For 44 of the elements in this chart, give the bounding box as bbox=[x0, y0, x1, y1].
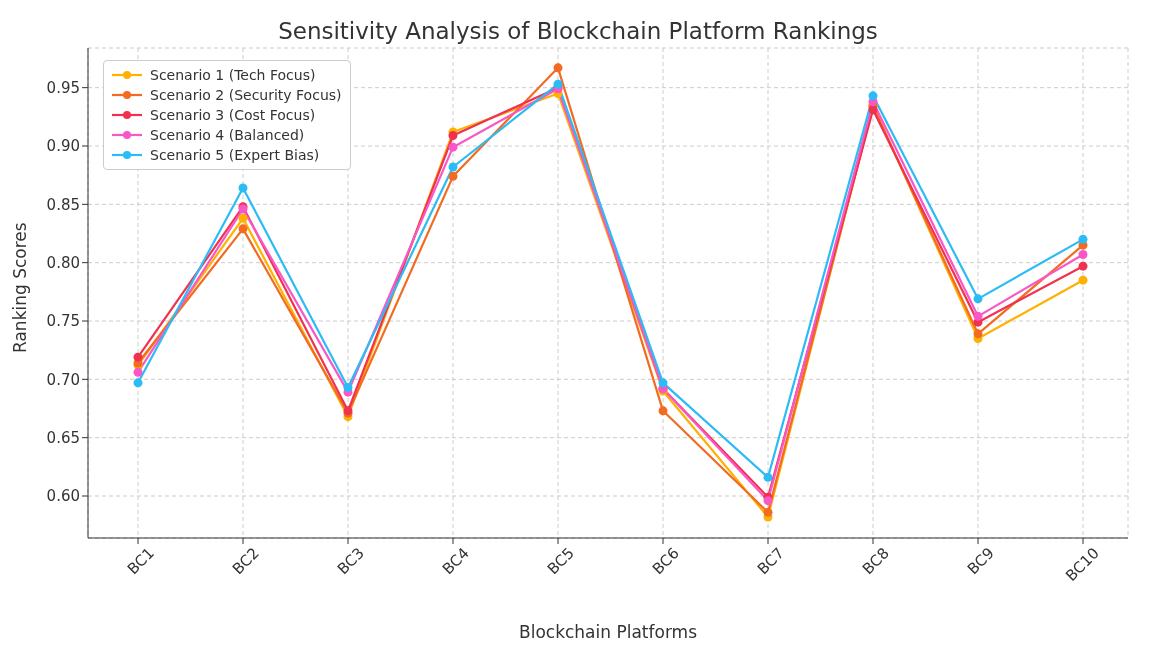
x-tick-label: BC1 bbox=[123, 544, 158, 579]
point bbox=[133, 352, 143, 362]
y-axis-title: Ranking Scores bbox=[10, 222, 31, 353]
point bbox=[763, 472, 773, 482]
y-tick-label: 0.75 bbox=[46, 312, 80, 331]
point bbox=[343, 383, 353, 392]
point bbox=[973, 311, 983, 321]
point bbox=[448, 131, 458, 140]
point bbox=[553, 63, 563, 73]
y-tick-label: 0.60 bbox=[46, 487, 80, 506]
point bbox=[1078, 275, 1088, 285]
y-tick-label: 0.95 bbox=[46, 78, 80, 97]
point bbox=[1078, 261, 1088, 271]
point bbox=[133, 378, 143, 388]
point bbox=[448, 142, 458, 152]
point bbox=[973, 294, 983, 304]
point bbox=[448, 171, 458, 181]
point bbox=[553, 79, 563, 89]
point bbox=[448, 162, 458, 172]
point bbox=[238, 183, 248, 193]
point bbox=[658, 406, 668, 416]
point bbox=[133, 367, 143, 377]
point bbox=[1078, 234, 1088, 244]
x-axis-title: Blockchain Platforms bbox=[519, 622, 698, 642]
legend-label: Scenario 5 (Expert Bias) bbox=[150, 146, 320, 165]
y-tick-label: 0.70 bbox=[46, 370, 80, 389]
y-tick-label: 0.85 bbox=[46, 195, 80, 214]
point bbox=[238, 224, 248, 234]
legend-label: Scenario 1 (Tech Focus) bbox=[150, 66, 316, 85]
y-tick-label: 0.90 bbox=[46, 137, 80, 156]
legend-label: Scenario 4 (Balanced) bbox=[150, 126, 305, 145]
point bbox=[763, 496, 773, 506]
y-tick-label: 0.80 bbox=[46, 253, 80, 272]
legend-label: Scenario 2 (Security Focus) bbox=[150, 86, 342, 105]
legend-label: Scenario 3 (Cost Focus) bbox=[150, 106, 316, 125]
point bbox=[868, 91, 878, 101]
point bbox=[973, 329, 983, 339]
chart-title: Sensitivity Analysis of Blockchain Platform Rankings bbox=[277, 18, 879, 44]
point bbox=[1078, 250, 1088, 259]
point bbox=[238, 213, 248, 223]
point bbox=[868, 105, 878, 115]
point bbox=[658, 378, 668, 388]
y-tick-label: 0.65 bbox=[46, 428, 80, 447]
point bbox=[763, 507, 773, 517]
